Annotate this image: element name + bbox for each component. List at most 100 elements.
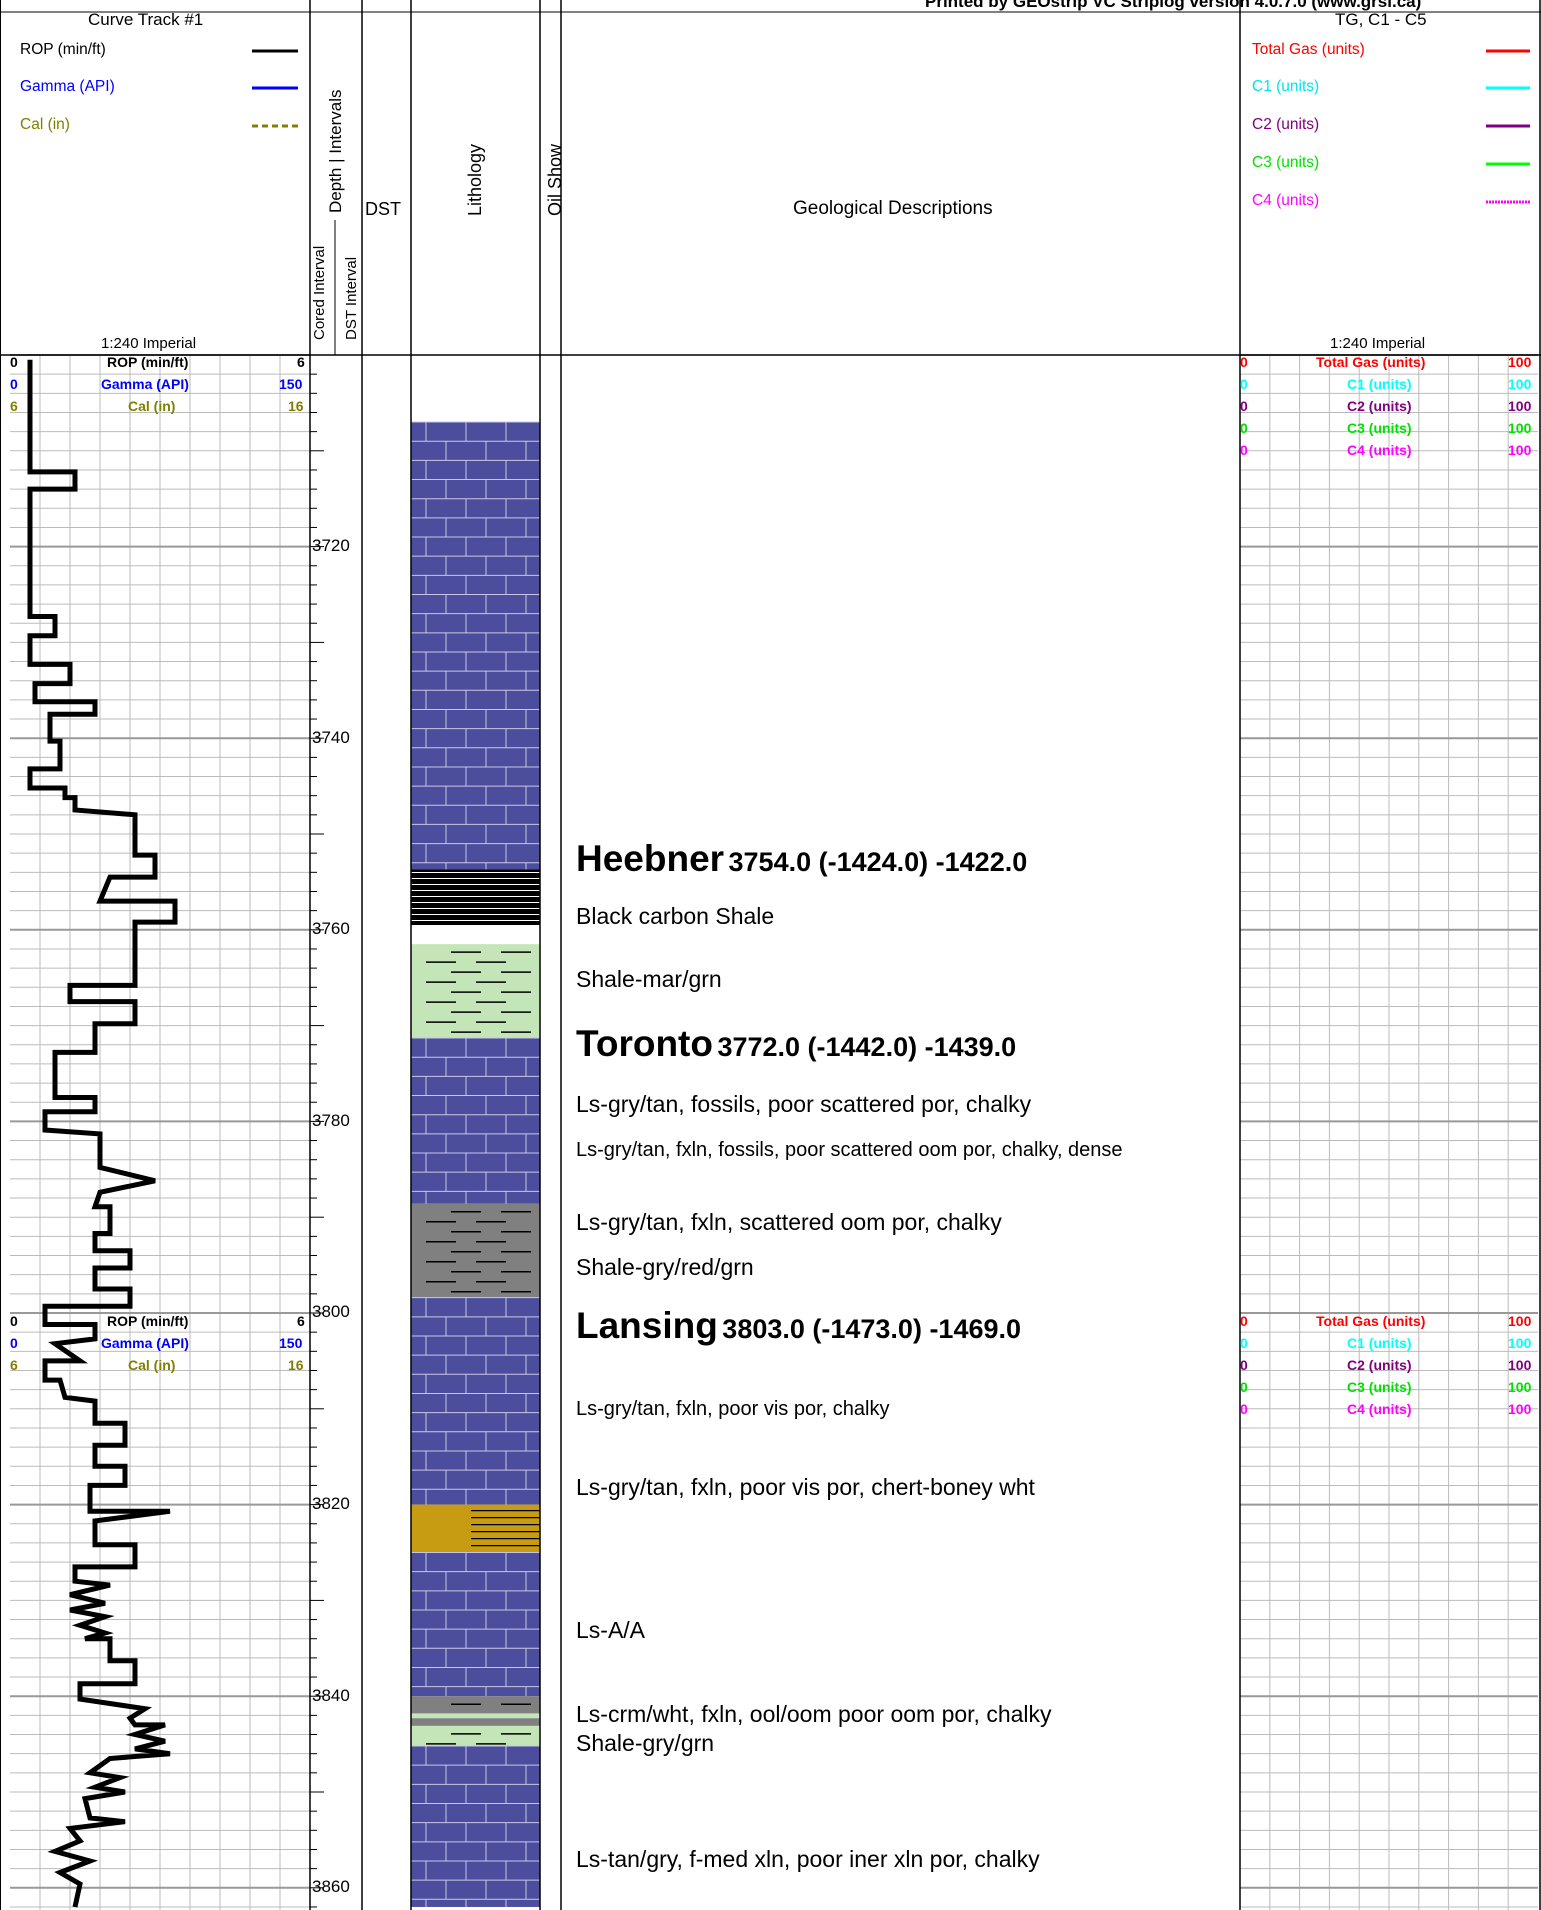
c3-scale-min: 0 — [1240, 1379, 1248, 1395]
c4-scale-max: 100 — [1508, 1401, 1532, 1417]
formation-top-name: Lansing — [576, 1305, 718, 1346]
geo-description: Shale-gry/red/grn — [576, 1254, 754, 1280]
rop-scale-max: 6 — [297, 1313, 305, 1329]
depth-intervals-header: Depth | Intervals — [326, 89, 345, 213]
depth-label-3740: 3740 — [312, 728, 350, 747]
geo-description: Ls-A/A — [576, 1617, 646, 1643]
legend-gamma-label: Gamma (API) — [20, 78, 115, 95]
gas-track-title: TG, C1 - C5 — [1335, 10, 1427, 29]
dst-interval-header: DST Interval — [343, 256, 360, 340]
c4-scale-label: C4 (units) — [1347, 442, 1412, 458]
c3-scale-label: C3 (units) — [1347, 1379, 1412, 1395]
dst-header: DST — [365, 199, 401, 219]
geo-description: Black carbon Shale — [576, 903, 775, 929]
gamma-scale-min: 0 — [10, 1335, 18, 1351]
formation-top-toronto: Toronto 3772.0 (-1442.0) -1439.0 — [576, 1023, 1016, 1065]
total-gas-scale-max: 100 — [1508, 354, 1532, 370]
c4-scale-label: C4 (units) — [1347, 1401, 1412, 1417]
c4-scale-min: 0 — [1240, 1401, 1248, 1417]
formation-top-values: 3772.0 (-1442.0) -1439.0 — [717, 1032, 1017, 1062]
legend-cal-label: Cal (in) — [20, 116, 70, 133]
gamma-scale-label: Gamma (API) — [101, 1335, 189, 1351]
curve-track-scale-label: 1:240 Imperial — [101, 335, 197, 352]
cal-scale-label: Cal (in) — [128, 398, 176, 414]
c2-scale-max: 100 — [1508, 1357, 1532, 1373]
oil-show-header: Oil Show — [545, 143, 565, 216]
geo-description: Ls-gry/tan, fxln, fossils, poor scattere… — [576, 1139, 1123, 1161]
lithology-column — [411, 421, 540, 1907]
rop-scale-label: ROP (min/ft) — [107, 354, 189, 370]
c1-scale-label: C1 (units) — [1347, 1335, 1412, 1351]
c4-scale-min: 0 — [1240, 442, 1248, 458]
lithology-interval — [411, 1552, 540, 1697]
geo-description: Ls-gry/tan, fxln, poor vis por, chalky — [576, 1398, 890, 1420]
curve-layer — [27, 359, 178, 1908]
geo-description: Ls-gry/tan, fxln, scattered oom por, cha… — [576, 1209, 1002, 1235]
formation-top-values: 3754.0 (-1424.0) -1422.0 — [728, 847, 1028, 877]
cal-scale-max: 16 — [288, 1357, 304, 1373]
depth-label-3840: 3840 — [312, 1686, 350, 1705]
depth-label-3800: 3800 — [312, 1302, 350, 1321]
formation-top-lansing: Lansing 3803.0 (-1473.0) -1469.0 — [576, 1305, 1021, 1347]
c1-scale-max: 100 — [1508, 1335, 1532, 1351]
gamma-scale-min: 0 — [10, 376, 18, 392]
c3-scale-max: 100 — [1508, 1379, 1532, 1395]
log-grid — [10, 354, 1538, 1910]
rop-scale-min: 0 — [10, 1313, 18, 1329]
gamma-scale-max: 150 — [279, 1335, 303, 1351]
rop-scale-label: ROP (min/ft) — [107, 1313, 189, 1329]
rop-scale-min: 0 — [10, 354, 18, 370]
c1-scale-min: 0 — [1240, 376, 1248, 392]
c2-scale-label: C2 (units) — [1347, 398, 1412, 414]
c1-scale-max: 100 — [1508, 376, 1532, 392]
gas-track-scale-label: 1:240 Imperial — [1330, 335, 1426, 352]
c3-scale-min: 0 — [1240, 420, 1248, 436]
depth-label-3860: 3860 — [312, 1877, 350, 1896]
c1-scale-label: C1 (units) — [1347, 376, 1412, 392]
depth-label-3720: 3720 — [312, 536, 350, 555]
legend-swatches — [252, 49, 1530, 204]
lithology-interval — [411, 1504, 540, 1553]
geo-description: Ls-tan/gry, f-med xln, poor iner xln por… — [576, 1846, 1040, 1872]
c2-scale-min: 0 — [1240, 398, 1248, 414]
geo-description: Ls-crm/wht, fxln, ool/oom poor oom por, … — [576, 1701, 1052, 1727]
formation-top-values: 3803.0 (-1473.0) -1469.0 — [722, 1314, 1022, 1344]
geological-descriptions-header: Geological Descriptions — [793, 198, 993, 219]
formation-top-name: Toronto — [576, 1023, 713, 1064]
formation-top-heebner: Heebner 3754.0 (-1424.0) -1422.0 — [576, 838, 1027, 880]
c3-scale-label: C3 (units) — [1347, 420, 1412, 436]
c2-scale-max: 100 — [1508, 398, 1532, 414]
c4-scale-max: 100 — [1508, 442, 1532, 458]
lithology-interval — [411, 1038, 540, 1204]
total-gas-scale-min: 0 — [1240, 354, 1248, 370]
total-gas-scale-min: 0 — [1240, 1313, 1248, 1329]
total-gas-scale-label: Total Gas (units) — [1316, 1313, 1426, 1329]
geo-description: Shale-mar/grn — [576, 966, 722, 992]
gamma-scale-max: 150 — [279, 376, 303, 392]
gamma-scale-label: Gamma (API) — [101, 376, 189, 392]
total-gas-scale-label: Total Gas (units) — [1316, 354, 1426, 370]
lithology-interval — [411, 422, 540, 870]
depth-label-3780: 3780 — [312, 1111, 350, 1130]
total-gas-scale-max: 100 — [1508, 1313, 1532, 1329]
legend-c2-label: C2 (units) — [1252, 116, 1320, 133]
legend-rop-label: ROP (min/ft) — [20, 41, 106, 58]
c3-scale-max: 100 — [1508, 420, 1532, 436]
depth-label-3820: 3820 — [312, 1494, 350, 1513]
legend-c1-label: C1 (units) — [1252, 78, 1320, 95]
cal-scale-min: 6 — [10, 398, 18, 414]
legend-c3-label: C3 (units) — [1252, 154, 1320, 171]
geo-description: Shale-gry/grn — [576, 1730, 715, 1756]
geo-description: Ls-gry/tan, fxln, poor vis por, chert-bo… — [576, 1474, 1035, 1500]
cal-scale-max: 16 — [288, 398, 304, 414]
legend-total-gas-label: Total Gas (units) — [1252, 41, 1365, 58]
c1-scale-min: 0 — [1240, 1335, 1248, 1351]
c2-scale-min: 0 — [1240, 1357, 1248, 1373]
cal-scale-min: 6 — [10, 1357, 18, 1373]
rop-curve — [27, 359, 178, 1908]
printed-by-text: Printed by GEOstrip VC Striplog version … — [925, 0, 1422, 11]
lithology-interval — [411, 1725, 540, 1747]
curve-track-title: Curve Track #1 — [88, 10, 204, 29]
legend-c4-label: C4 (units) — [1252, 192, 1320, 209]
